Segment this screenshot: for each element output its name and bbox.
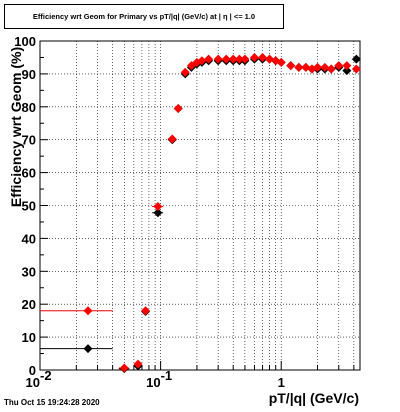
red-data-point: [301, 62, 311, 72]
red-data-point: [213, 54, 223, 64]
chart-title: Efficiency wrt Geom for Primary vs pT/|q…: [4, 4, 284, 29]
y-tick-label: 0: [29, 363, 36, 378]
y-tick-label: 100: [14, 34, 36, 49]
x-axis-title: pT/|q| (GeV/c): [269, 390, 359, 406]
red-data-point: [180, 67, 190, 77]
y-axis-title: Efficiency wrt Geom (%): [8, 47, 24, 207]
red-data-point: [351, 64, 361, 74]
red-data-point: [83, 306, 93, 316]
y-tick-label: 60: [22, 166, 36, 181]
red-data-point: [240, 54, 250, 64]
red-data-point: [249, 52, 259, 62]
red-data-point: [294, 62, 304, 72]
y-tick-label: 90: [22, 67, 36, 82]
red-data-point: [234, 54, 244, 64]
x-tick-exponent: -1: [161, 368, 173, 383]
red-data-point: [186, 61, 196, 71]
red-data-point: [167, 134, 177, 144]
black-data-point: [153, 208, 163, 218]
red-data-point: [204, 54, 214, 64]
y-tick-labels: 0 10 20 30 40 50 60 70 80 90 100: [14, 34, 36, 378]
black-data-point: [342, 66, 352, 76]
red-data-point: [342, 61, 352, 71]
red-data-point: [153, 201, 163, 211]
red-data-point: [313, 62, 323, 72]
y-tick-label: 10: [22, 330, 36, 345]
x-tick-labels: 10 -2 10 -1 1: [26, 368, 285, 390]
red-data-point: [334, 61, 344, 71]
red-data-point: [197, 56, 207, 66]
y-tick-label: 50: [22, 199, 36, 214]
timestamp-footer: Thu Oct 15 19:24:28 2020: [4, 398, 100, 407]
y-tick-label: 80: [22, 100, 36, 115]
red-data-point: [286, 61, 296, 71]
x-tick-label: 10: [146, 375, 160, 390]
x-tick-label: 10: [26, 375, 40, 390]
red-data-point: [258, 52, 268, 62]
red-data-point: [133, 359, 143, 369]
red-data-point: [228, 54, 238, 64]
red-data-point: [265, 54, 275, 64]
y-tick-label: 30: [22, 264, 36, 279]
axis-ticks: [39, 40, 355, 371]
y-tick-label: 40: [22, 231, 36, 246]
red-data-point: [326, 64, 336, 74]
x-tick-label: 1: [278, 375, 285, 390]
red-data-point: [173, 103, 183, 113]
red-data-point: [119, 363, 129, 373]
red-data-point: [141, 306, 151, 316]
black-data-point: [351, 54, 361, 64]
red-data-point: [221, 54, 231, 64]
y-tick-label: 70: [22, 133, 36, 148]
black-data-point: [83, 344, 93, 354]
grid-lines: [40, 41, 360, 370]
x-tick-exponent: -2: [40, 368, 52, 383]
error-bars: [40, 138, 177, 370]
red-data-point: [320, 62, 330, 72]
y-tick-label: 20: [22, 297, 36, 312]
data-points: [83, 52, 361, 374]
red-data-point: [276, 57, 286, 67]
